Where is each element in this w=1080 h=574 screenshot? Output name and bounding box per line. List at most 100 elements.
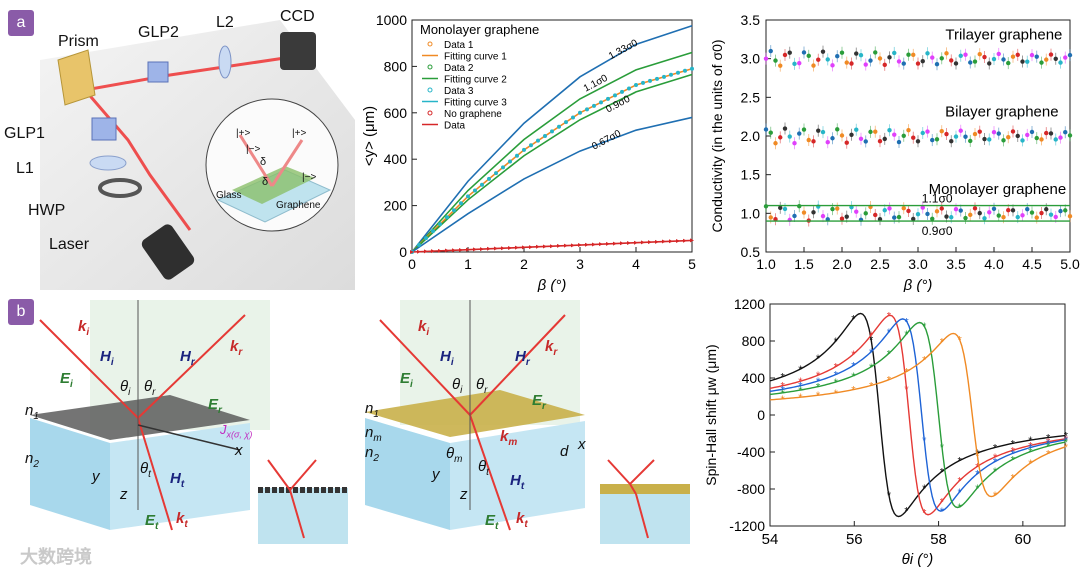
- chart2-data-point: [1034, 215, 1039, 220]
- chart2-data-point: [1063, 208, 1068, 213]
- chart3-data-marker: *: [922, 321, 927, 333]
- chart2-data-point: [873, 50, 878, 55]
- chart1-nograph-point: [620, 241, 624, 246]
- schematic-monolayer-drawing: [30, 300, 270, 531]
- chart2-data-point: [911, 216, 916, 222]
- film-layer: [365, 390, 585, 437]
- chart3-data-marker: *: [851, 371, 856, 383]
- chart2-data-point: [1006, 135, 1011, 140]
- chart2-data-point: [915, 61, 921, 66]
- label-ht-2: Ht: [510, 472, 525, 492]
- chart2-data-point: [763, 127, 769, 132]
- label-current: Jx(σ, χ): [220, 422, 253, 440]
- chart1-series-line: [411, 51, 693, 253]
- substrate-front-2: [365, 418, 450, 530]
- chart3-data-marker: *: [798, 364, 803, 376]
- chart2-xtick-label: 3.0: [908, 256, 928, 272]
- chart1-nograph-point: [592, 242, 596, 247]
- panel-a-badge: a: [8, 10, 34, 36]
- chart3-data-marker: *: [975, 483, 980, 495]
- chart2-data-point: [811, 63, 816, 68]
- chart1-data-point: [648, 78, 652, 83]
- chart3-ytick-label: 400: [742, 370, 766, 386]
- chart1-nograph-point: [487, 246, 491, 251]
- chart1-data-point: [557, 124, 561, 129]
- inset-minus-1: |−>: [246, 144, 261, 155]
- chart2-data-point: [991, 206, 997, 211]
- chart2-data-point: [892, 132, 897, 137]
- chart2-xtick-label: 2.5: [870, 256, 890, 272]
- chart2-data-point: [982, 216, 987, 221]
- chart1-nograph-point: [410, 250, 414, 254]
- transmitted-ray: [137, 417, 173, 531]
- chart2-data-point: [877, 138, 883, 144]
- chart2-data-point: [811, 210, 816, 215]
- chart1-title: Monolayer graphene: [420, 22, 539, 37]
- chart1-nograph-point: [571, 243, 575, 248]
- chart2-data-point: [1034, 54, 1039, 59]
- chart2-xtick-label: 4.0: [984, 256, 1004, 272]
- chart2-data-point: [1067, 133, 1073, 138]
- chart3-data-marker: *: [958, 502, 963, 514]
- plane-of-incidence: [90, 300, 270, 430]
- chart3-data-marker: *: [834, 370, 839, 382]
- label-ei: Ei: [60, 370, 73, 390]
- chart1-data-point: [571, 115, 575, 120]
- chart2-data-point: [996, 131, 1001, 136]
- chart3-series-line: [769, 312, 1066, 518]
- chart2-ytick-label: 2.5: [741, 89, 761, 105]
- chart2-data-point: [958, 128, 963, 133]
- chart3-data-marker: *: [887, 327, 892, 339]
- chart2-data-point: [896, 59, 902, 64]
- chart2-data-point: [934, 209, 940, 214]
- chart1-nograph-point: [599, 242, 603, 247]
- chart3-data-marker: *: [834, 336, 839, 348]
- chart1-xtick-label: 4: [632, 256, 640, 272]
- chart2-data-point: [787, 134, 792, 139]
- chart2-data-point: [1039, 60, 1044, 65]
- multilayer-cross-section: [600, 458, 690, 544]
- chart1-data-point: [529, 143, 533, 148]
- optical-setup-drawing: [40, 20, 355, 290]
- chart2-data-point: [944, 131, 949, 137]
- chart2-data-point: [1029, 52, 1035, 58]
- chart2-data-point: [968, 60, 973, 65]
- chart2-data-point: [873, 212, 878, 218]
- inset-graphene-label: Graphene: [276, 200, 321, 211]
- chart2-data-point: [944, 51, 949, 56]
- chart2-data-point: [887, 55, 892, 60]
- chart2-data-point: [1025, 206, 1030, 212]
- chart2-data-point: [915, 139, 921, 144]
- chart2-data-point: [830, 63, 835, 68]
- chart2-data-point: [858, 53, 864, 58]
- chart2-data-point: [844, 140, 849, 145]
- multilayer-cross-section-drawing: [600, 458, 690, 539]
- chart3-data-marker: *: [904, 329, 909, 341]
- chart3-data-marker: *: [940, 337, 945, 349]
- chart3-data-marker: *: [816, 353, 821, 365]
- chart1-data-point: [655, 76, 659, 81]
- chart1-data-point: [424, 236, 428, 241]
- label-y-axis-2: y: [432, 466, 440, 483]
- chart1-data-point: [494, 171, 498, 176]
- chart1-legend-label: Fitting curve 2: [444, 75, 507, 86]
- chart2-data-point: [1044, 130, 1049, 136]
- chart1-legend-label: Data 3: [444, 86, 474, 97]
- chart2-data-point: [820, 49, 826, 54]
- chart3-data-marker: *: [816, 376, 821, 388]
- glp2-polarizer: [147, 61, 169, 83]
- chart1-data-point: [676, 70, 680, 75]
- chart2-data-point: [1006, 208, 1011, 213]
- chart2-data-point: [782, 126, 788, 131]
- chart1-data-point: [585, 107, 589, 112]
- chart1-data-point: [606, 96, 610, 101]
- chart3-data-marker: *: [1011, 448, 1016, 460]
- chart3-data-marker: *: [958, 335, 963, 347]
- ccd-label: CCD: [280, 8, 315, 25]
- chart3-data-marker: *: [940, 496, 945, 508]
- chart2-data-point: [858, 136, 864, 141]
- chart2-xtick-label: 1.5: [794, 256, 814, 272]
- chart3-xtick-label: 60: [1015, 531, 1032, 548]
- chart2-data-point: [958, 53, 963, 58]
- chart2-data-point: [773, 141, 778, 146]
